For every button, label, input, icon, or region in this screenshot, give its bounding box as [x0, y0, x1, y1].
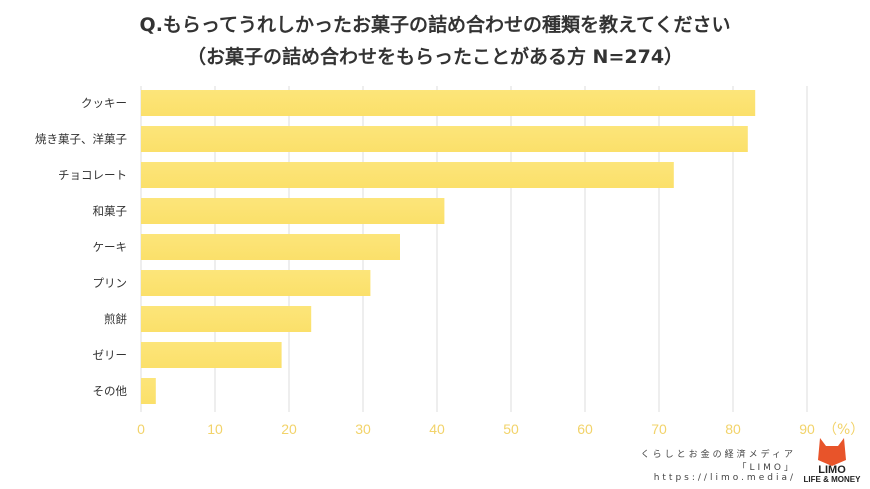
bar-7 [141, 342, 282, 368]
chart-subtitle: （お菓子の詰め合わせをもらったことがある方 N=274） [186, 46, 684, 68]
bar-1 [141, 126, 748, 152]
category-label: 和菓子 [93, 204, 128, 218]
category-label: その他 [93, 384, 128, 398]
chart-title: Q.もらってうれしかったお菓子の詰め合わせの種類を教えてください [139, 14, 731, 36]
bar-5 [141, 270, 371, 296]
category-label: プリン [93, 276, 128, 290]
limo-logo: LIMO [818, 438, 846, 474]
x-tick-label: 80 [725, 421, 741, 437]
footer-brand: 「LIMO」 [737, 463, 796, 473]
bar-3 [141, 198, 445, 224]
x-tick-label: 40 [429, 421, 445, 437]
x-tick-label: 30 [355, 421, 371, 437]
logo-sub: LIFE & MONEY [803, 475, 861, 484]
category-label: 煎餅 [104, 312, 127, 326]
category-label: チョコレート [58, 168, 127, 182]
bar-4 [141, 234, 400, 260]
bar-6 [141, 306, 312, 332]
logo-text: LIMO [818, 464, 846, 474]
x-tick-label: 60 [577, 421, 593, 437]
category-label: ケーキ [93, 240, 128, 254]
x-tick-label: 0 [137, 421, 145, 437]
footer-url: https://limo.media/ [653, 473, 796, 483]
category-label: クッキー [81, 96, 127, 110]
category-label: ゼリー [93, 348, 128, 362]
category-label: 焼き菓子、洋菓子 [35, 132, 127, 146]
x-tick-label: 10 [207, 421, 223, 437]
bar-2 [141, 162, 674, 188]
x-unit-label: （%） [823, 422, 864, 438]
bar-0 [141, 90, 756, 116]
x-tick-label: 70 [651, 421, 667, 437]
x-tick-label: 90 [799, 421, 815, 437]
footer-tagline: くらしとお金の経済メディア [640, 450, 796, 460]
x-tick-label: 50 [503, 421, 519, 437]
bar-8 [141, 378, 156, 404]
x-tick-label: 20 [281, 421, 297, 437]
fox-icon [818, 438, 846, 466]
